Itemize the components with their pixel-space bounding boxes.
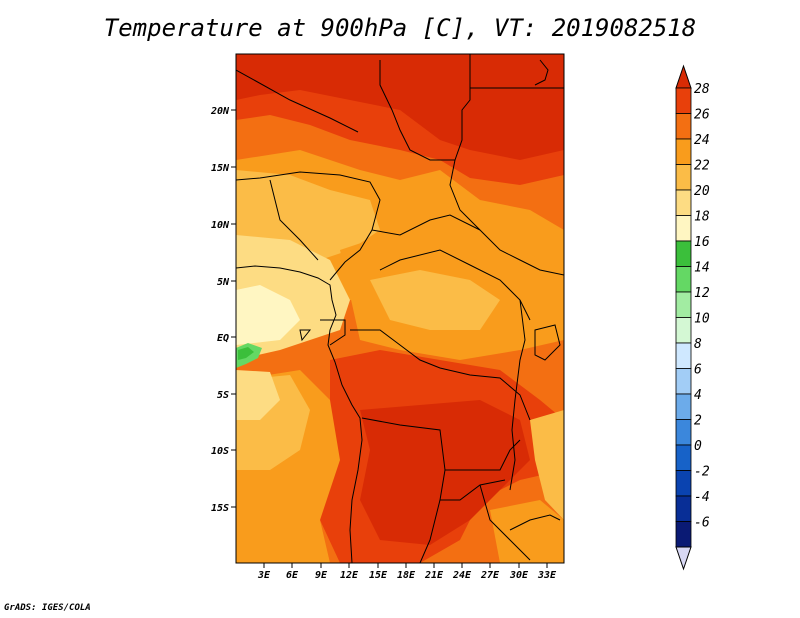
lon-label: 27E: [480, 570, 500, 581]
colorbar-tick-label: 4: [694, 388, 702, 403]
colorbar-swatch: [675, 291, 692, 318]
colorbar-tick-label: 14: [694, 261, 710, 276]
colorbar-tick-label: 8: [694, 337, 702, 352]
lat-label: 15N: [211, 163, 230, 174]
colorbar-tick-label: 26: [694, 108, 710, 123]
colorbar-swatch: [675, 113, 692, 140]
chart-title: Temperature at 900hPa [C], VT: 201908251…: [103, 14, 697, 42]
colorbar-tick-label: 10: [694, 312, 710, 327]
lon-label: 12E: [340, 570, 359, 581]
colorbar-swatch: [675, 521, 692, 548]
southwest-ocean-pale: [236, 370, 280, 420]
colorbar-tick-label: 18: [694, 210, 710, 225]
colorbar-swatch: [675, 342, 692, 369]
lat-label: 15S: [211, 503, 229, 514]
latitude-axis: 20N 15N 10N 5N EQ 5S 10S 15S: [210, 106, 236, 514]
lon-label: 21E: [424, 570, 444, 581]
colorbar-swatch: [675, 164, 692, 191]
colorbar-swatch: [675, 240, 692, 267]
colorbar-tick-label: -2: [694, 465, 710, 480]
colorbar-swatch: [675, 419, 692, 446]
lon-label: 18E: [397, 570, 416, 581]
lon-label: 15E: [369, 570, 388, 581]
longitude-axis: 3E 6E 9E 12E 15E 18E 21E 24E 27E 30E 33E: [257, 563, 557, 581]
colorbar-tick-label: 20: [694, 184, 710, 199]
colorbar-tick-label: 28: [694, 82, 710, 97]
colorbar-tick-label: 22: [694, 159, 710, 174]
hottest-band-north: [236, 54, 564, 160]
colorbar-tick-label: 6: [694, 363, 702, 378]
colorbar-swatch: [675, 266, 692, 293]
colorbar-swatch: [675, 444, 692, 471]
colorbar-swatch: [675, 368, 692, 395]
colorbar-swatch: [675, 495, 692, 522]
lat-label: EQ: [217, 333, 229, 344]
lon-label: 6E: [286, 570, 299, 581]
coastal-coolest: [236, 285, 300, 345]
colorbar-swatch: [675, 215, 692, 242]
lon-label: 30E: [509, 570, 529, 581]
lat-label: 10N: [211, 220, 230, 231]
colorbar-swatch: [675, 138, 692, 165]
lat-label: 5N: [217, 277, 230, 288]
central-basin-light: [370, 270, 500, 330]
plot-frame: [235, 53, 565, 564]
colorbar-top-arrow: [675, 64, 692, 89]
lat-label: 10S: [211, 446, 229, 457]
lat-label: 5S: [217, 390, 229, 401]
colorbar-swatch: [675, 189, 692, 216]
colorbar-tick-label: 12: [694, 286, 710, 301]
colorbar-swatch: [675, 87, 692, 114]
east-coast-light: [530, 410, 564, 520]
lon-label: 9E: [315, 570, 328, 581]
colorbar-swatch: [675, 470, 692, 497]
country-borders: [236, 54, 564, 563]
map-plot-area: [236, 54, 564, 563]
green-patch-core: [238, 347, 254, 360]
colorbar-tick-label: 24: [694, 133, 710, 148]
lon-label: 3E: [257, 570, 271, 581]
colorbar-tick-label: 16: [694, 235, 710, 250]
colorbar-swatch: [675, 317, 692, 344]
colorbar-swatch: [675, 393, 692, 420]
colorbar-bottom-arrow: [675, 546, 692, 571]
west-africa-light: [236, 170, 380, 260]
lon-label: 33E: [537, 570, 557, 581]
lon-label: 24E: [452, 570, 472, 581]
grads-credit: GrADS: IGES/COLA: [4, 603, 91, 613]
colorbar-tick-label: -4: [694, 490, 710, 505]
colorbar-tick-label: 0: [694, 439, 702, 454]
colorbar-tick-label: 2: [694, 414, 702, 429]
colorbar-tick-label: -6: [694, 516, 710, 531]
lat-label: 20N: [210, 106, 230, 117]
